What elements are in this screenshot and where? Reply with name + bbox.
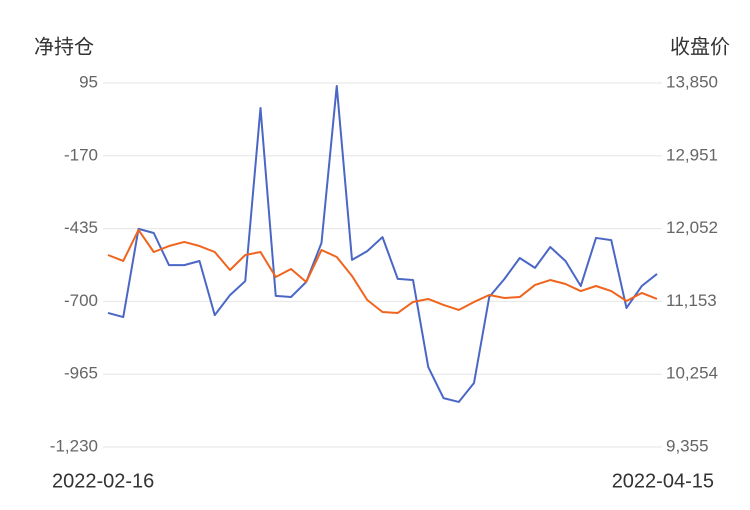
x-tick-label: 2022-02-16 [52,470,154,492]
y2-tick-label: 9,355 [666,436,709,455]
y2-tick-label: 12,951 [666,145,718,164]
x-tick-label: 2022-04-15 [612,470,714,492]
y-axis-title: 净持仓 [34,35,94,58]
y-tick-label: -700 [64,291,98,310]
y-tick-label: 95 [79,72,98,91]
y2-tick-label: 13,850 [666,72,718,91]
y2-tick-label: 11,153 [666,291,717,310]
y-tick-label: -170 [64,145,98,164]
y2-tick-label: 12,052 [666,218,718,237]
y-tick-label: -1,230 [50,436,98,455]
y-tick-label: -965 [64,364,98,383]
y-tick-label: -435 [64,218,98,237]
y2-axis-title: 收盘价 [670,35,730,58]
series-line [107,228,658,314]
series-line [107,85,658,403]
y2-tick-label: 10,254 [666,364,718,383]
